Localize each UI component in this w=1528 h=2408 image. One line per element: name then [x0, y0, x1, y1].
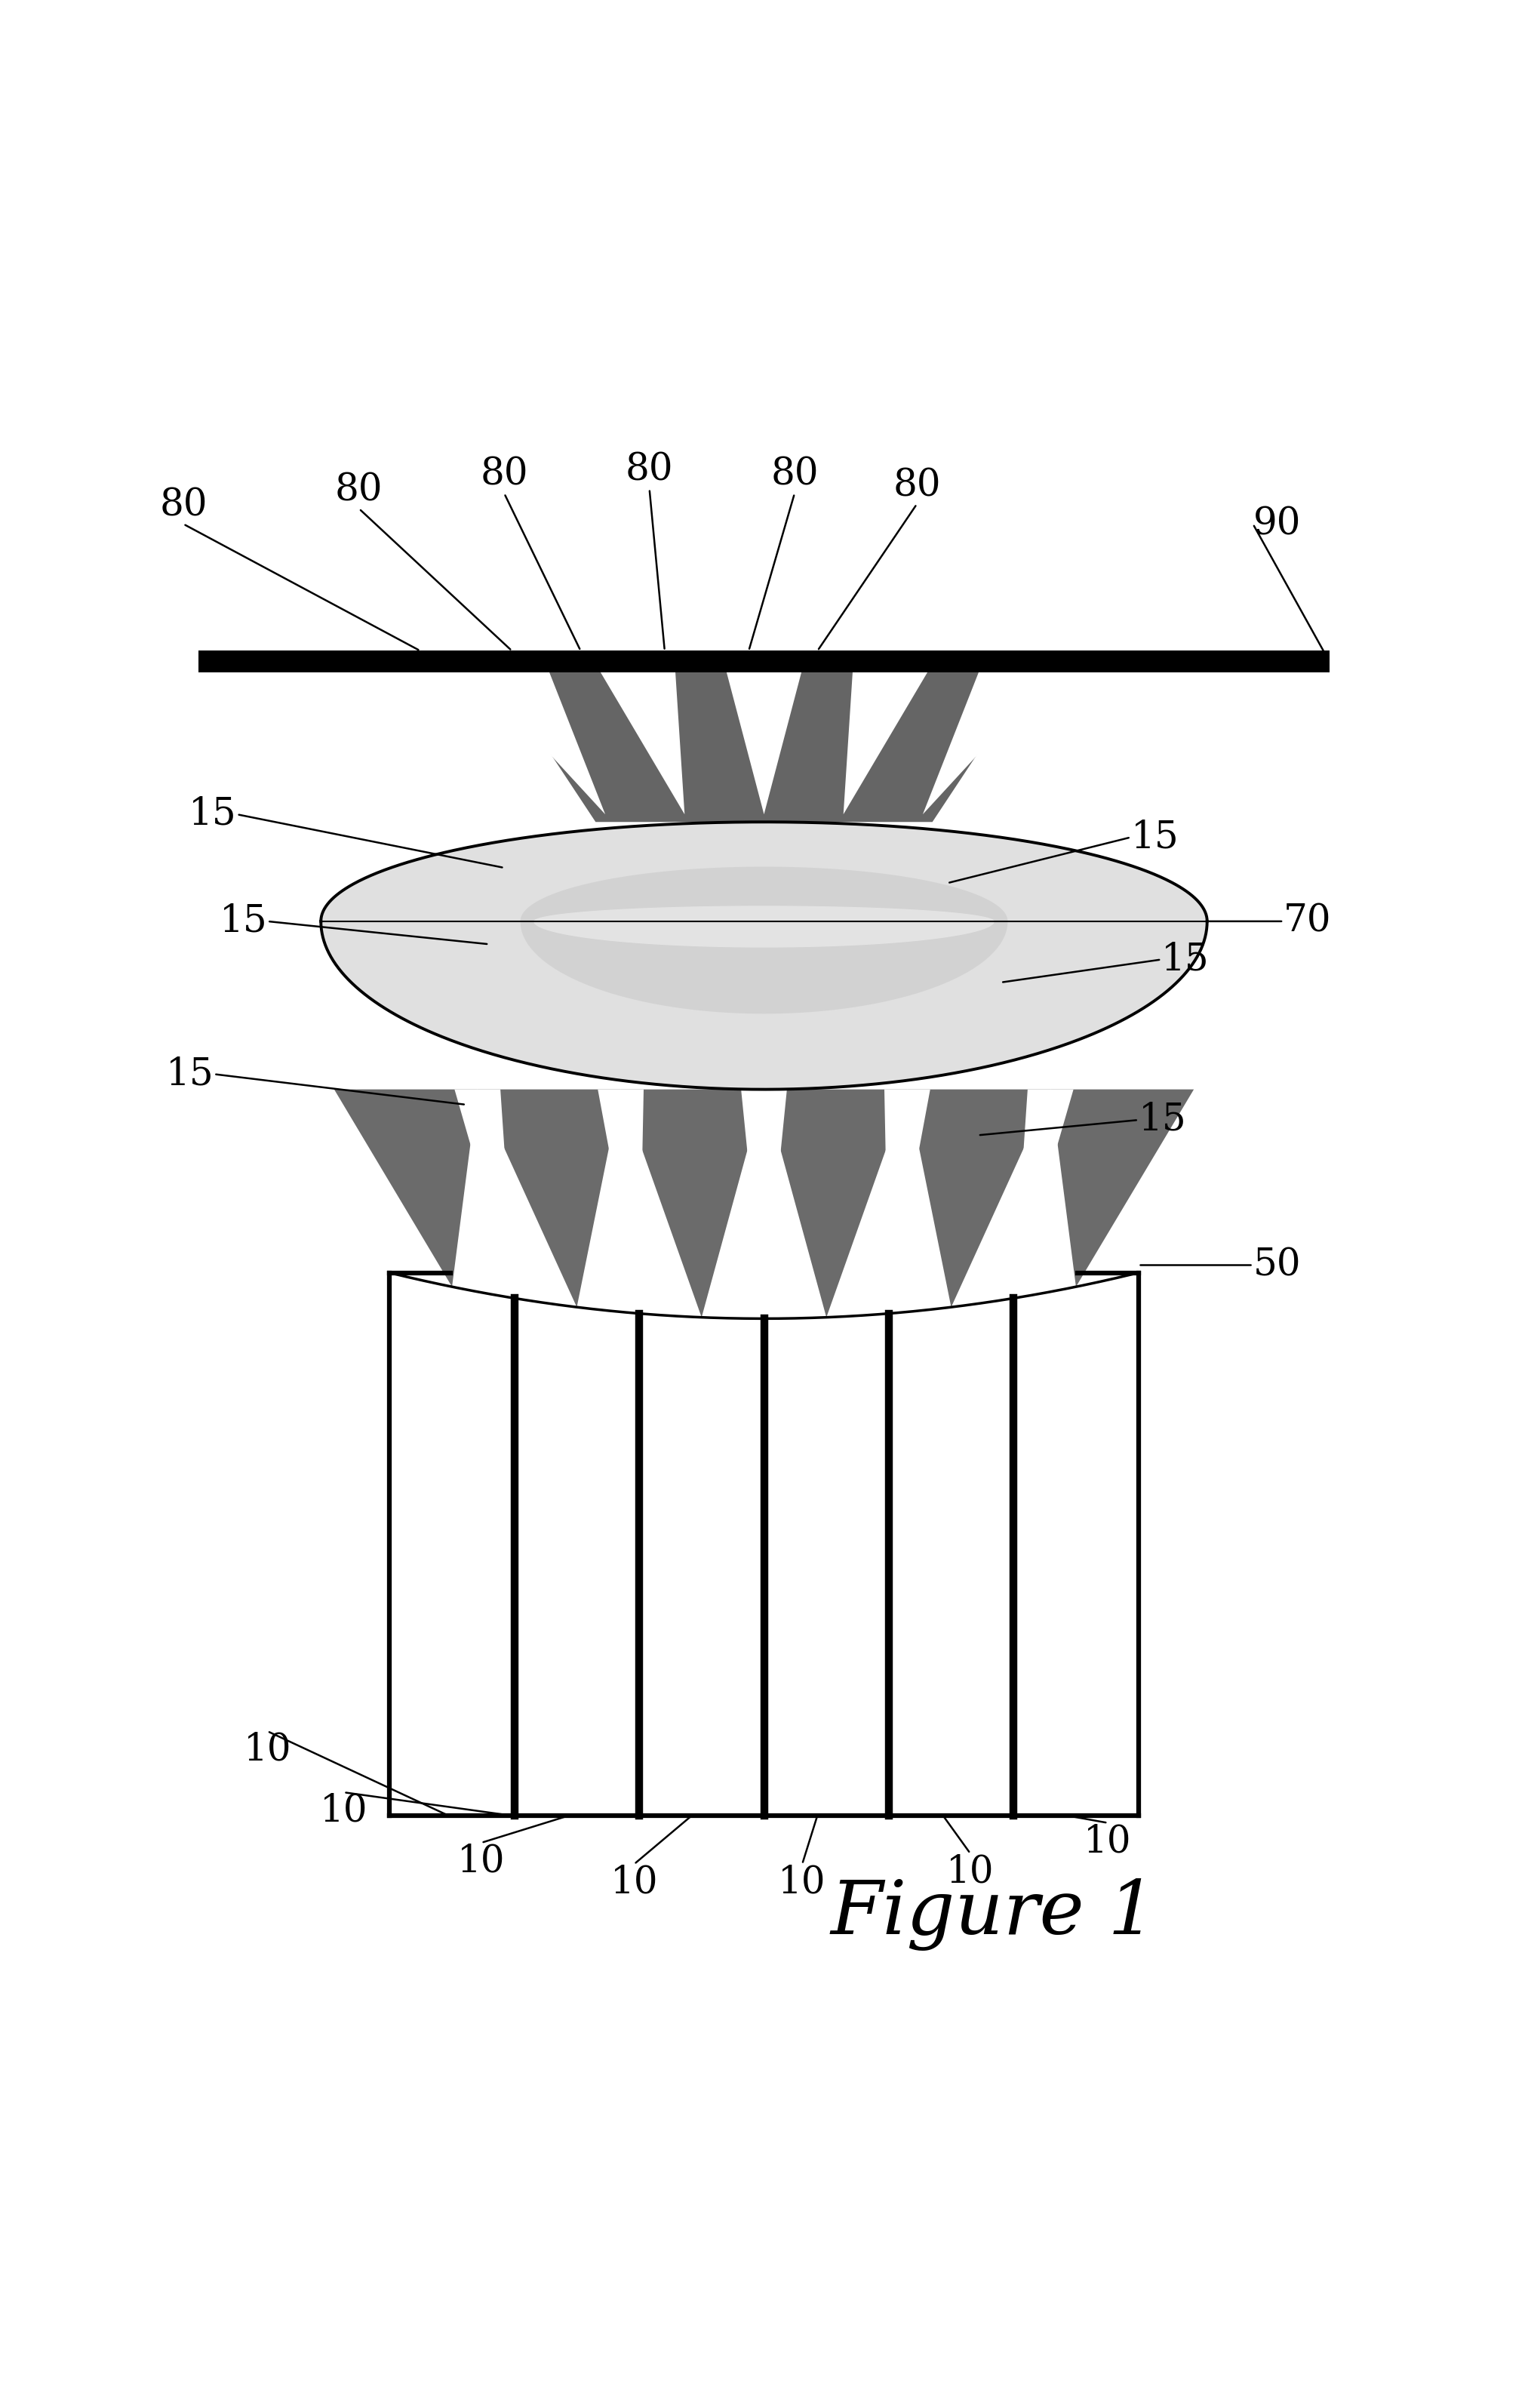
Polygon shape — [321, 821, 1207, 1088]
Text: 15: 15 — [220, 903, 267, 939]
Polygon shape — [477, 1088, 620, 1308]
Polygon shape — [620, 1088, 764, 1317]
Text: 15: 15 — [1138, 1100, 1186, 1139]
Text: 80: 80 — [625, 453, 674, 489]
Polygon shape — [497, 672, 1031, 821]
Text: 80: 80 — [480, 455, 529, 494]
Polygon shape — [335, 1088, 477, 1286]
Polygon shape — [597, 1088, 643, 1312]
Text: 15: 15 — [189, 795, 237, 833]
Polygon shape — [533, 905, 995, 946]
Polygon shape — [923, 672, 1054, 814]
Bar — [199, 650, 1329, 672]
Polygon shape — [908, 1088, 1051, 1308]
Polygon shape — [727, 672, 801, 814]
Polygon shape — [454, 1088, 515, 1298]
Text: 15: 15 — [1131, 819, 1178, 855]
Text: 80: 80 — [892, 467, 941, 503]
Text: 50: 50 — [1253, 1247, 1300, 1283]
Text: Figure 1: Figure 1 — [830, 1878, 1157, 1950]
Text: 10: 10 — [1083, 1823, 1132, 1861]
Text: 80: 80 — [159, 486, 208, 525]
Text: 10: 10 — [778, 1864, 827, 1902]
Text: 80: 80 — [335, 472, 384, 508]
Text: 80: 80 — [770, 455, 819, 494]
Text: 90: 90 — [1253, 506, 1300, 542]
Polygon shape — [520, 867, 1008, 1014]
Polygon shape — [475, 672, 605, 814]
Text: 15: 15 — [1161, 942, 1209, 978]
Polygon shape — [843, 672, 927, 814]
Polygon shape — [741, 1088, 787, 1317]
Polygon shape — [601, 672, 685, 814]
Text: 10: 10 — [457, 1842, 506, 1881]
Text: 70: 70 — [1284, 903, 1331, 939]
Text: 10: 10 — [319, 1792, 368, 1830]
Polygon shape — [885, 1088, 931, 1312]
Polygon shape — [1051, 1088, 1193, 1286]
Polygon shape — [764, 1088, 908, 1317]
Text: 10: 10 — [243, 1731, 292, 1767]
Polygon shape — [1013, 1088, 1074, 1298]
Text: 10: 10 — [946, 1854, 995, 1890]
Text: 15: 15 — [167, 1055, 214, 1093]
Text: 10: 10 — [610, 1864, 659, 1902]
